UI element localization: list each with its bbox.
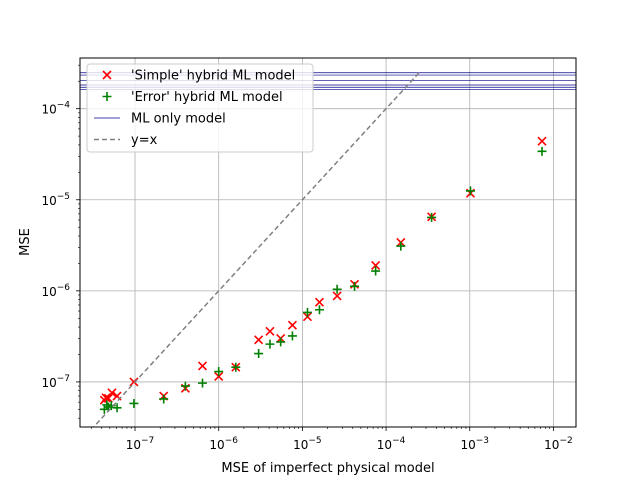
x-tick-label-base: 10 [293, 438, 308, 452]
error-hybrid-point [214, 367, 224, 377]
plot-frame [79, 57, 577, 428]
x-tick-label-exponent: −5 [308, 436, 321, 446]
y-tick-label-exponent: −5 [57, 192, 70, 202]
axis-ticks: 10−7 10−6 10−5 10−4 10−3 10−210−710−610−510−4 [41, 64, 573, 452]
error-hybrid-point [129, 398, 139, 408]
x-tick-label-base: 10 [377, 438, 392, 452]
y-tick-label: 10−6 [41, 283, 70, 299]
error-hybrid-point [332, 284, 342, 294]
error-hybrid-point [537, 146, 547, 156]
error-hybrid-point [314, 305, 324, 315]
x-tick-label-exponent: −4 [392, 436, 406, 446]
simple-hybrid-point [197, 361, 208, 371]
y-tick-label-base: 10 [41, 103, 56, 117]
y-tick-label-base: 10 [41, 285, 56, 299]
error-hybrid-point [180, 381, 190, 391]
x-tick-label-exponent: −2 [559, 436, 572, 446]
x-tick-label-exponent: −3 [476, 436, 489, 446]
error-hybrid-point [231, 362, 241, 372]
y-tick-label-exponent: −7 [57, 374, 70, 384]
simple-hybrid-point [103, 393, 113, 403]
y-tick-label-exponent: −4 [57, 101, 71, 111]
error-hybrid-point [350, 281, 360, 291]
simple-hybrid-point [287, 320, 297, 330]
simple-hybrid-point [371, 260, 381, 271]
y-tick-label-base: 10 [41, 194, 56, 208]
y-tick-label-base: 10 [41, 376, 56, 390]
x-tick-label-exponent: −6 [225, 436, 239, 446]
error-hybrid-point [371, 266, 381, 276]
error-hybrid-point [197, 378, 207, 388]
error-hybrid-point [287, 331, 297, 341]
simple-hybrid-point [107, 388, 117, 398]
y-tick-label: 10−5 [41, 192, 70, 208]
error-hybrid-point [276, 337, 286, 347]
legend-box [86, 63, 314, 153]
simple-hybrid-point [265, 326, 275, 336]
legend-marker-simple-hybrid [102, 70, 112, 80]
x-tick-label-base: 10 [126, 438, 141, 452]
x-axis-label: MSE of imperfect physical model [221, 461, 434, 476]
legend: 'Simple' hybrid ML model 'Error' hybrid M… [86, 63, 314, 153]
x-tick-label: 10−4 [377, 436, 406, 452]
simple-hybrid-point [537, 136, 547, 146]
simple-hybrid-point [214, 371, 224, 381]
x-tick-label: 10−3 [460, 436, 489, 452]
x-tick-label-base: 10 [460, 438, 475, 452]
error-hybrid-point [254, 349, 264, 359]
y-axis-label: MSE [18, 228, 33, 256]
legend-label: 'Error' hybrid ML model [131, 90, 283, 105]
legend-marker-error-hybrid [102, 92, 112, 101]
x-tick-label: 10−2 [544, 436, 573, 452]
x-tick-label-base: 10 [544, 438, 559, 452]
y-tick-label: 10−7 [41, 374, 70, 390]
simple-hybrid-point [314, 297, 325, 307]
error-hybrid-point [265, 339, 275, 349]
x-tick-label: 10−5 [293, 436, 322, 452]
error-hybrid-point [159, 394, 169, 404]
error-hybrid-point [112, 403, 122, 413]
legend-label: 'Simple' hybrid ML model [131, 69, 295, 84]
y-tick-label-exponent: −6 [57, 283, 71, 293]
y-tick-label: 10−4 [41, 101, 70, 117]
y-equals-x-line [92, 71, 420, 427]
error-hybrid-point [465, 186, 475, 196]
x-tick-label: 10−6 [209, 436, 238, 452]
legend-label: ML only model [131, 112, 226, 127]
error-hybrid-point [302, 307, 312, 317]
simple-hybrid-point [332, 291, 342, 301]
error-hybrid-point [427, 212, 437, 222]
x-tick-label-base: 10 [209, 438, 224, 452]
legend-label: y=x [131, 133, 158, 148]
x-tick-label-exponent: −7 [141, 436, 154, 446]
error-hybrid-point [396, 241, 406, 251]
x-tick-label: 10−7 [126, 436, 155, 452]
simple-hybrid-point [254, 335, 264, 345]
